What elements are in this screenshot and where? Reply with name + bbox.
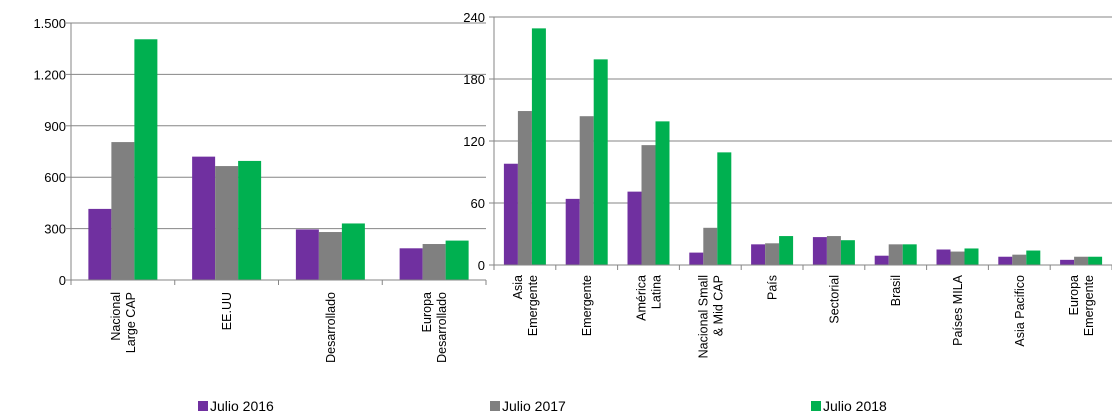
bar-julio-2018-europa-emergente — [1088, 256, 1103, 265]
bar-julio-2017-nacional-large-cap — [111, 142, 135, 280]
bar-julio-2017-asia-pacifico — [1012, 254, 1027, 265]
bar-julio-2016-europa-emergente — [1060, 259, 1075, 265]
legend-swatch-julio-2017 — [490, 401, 500, 411]
y-tick-label: 1.200 — [33, 67, 66, 82]
chart-right: 0 60 120 180 240 AsiaEmergente Emergente Améric… — [463, 10, 1112, 358]
bar-julio-2018-ee-uu — [238, 160, 262, 280]
x-tick-label-nacional-small-mid-cap: Nacional Small& Mid CAP — [696, 275, 725, 358]
x-tick-label-sectorial: Sectorial — [827, 275, 841, 324]
x-tick-label-brasil: Brasil — [889, 275, 903, 306]
bar-julio-2018-sectorial — [840, 240, 855, 265]
y-tick-label: 120 — [463, 134, 485, 149]
bar-julio-2016-desarrollado — [295, 229, 319, 280]
legend-label-julio-2016: Julio 2016 — [210, 398, 274, 414]
bar-julio-2018-asia-pacifico — [1026, 250, 1041, 265]
bar-julio-2016-emergente — [565, 198, 580, 265]
x-tick-label-pais: País — [766, 275, 780, 300]
y-tick-label: 0 — [59, 273, 66, 288]
bar-julio-2016-brasil — [874, 255, 889, 265]
legend-swatch-julio-2016 — [198, 401, 208, 411]
x-tick-label-europa-desarrollado: EuropaDesarrollado — [420, 292, 449, 363]
bar-julio-2018-america-latina — [655, 121, 670, 265]
legend: Julio 2016 Julio 2017 Julio 2018 — [198, 398, 887, 414]
y-tick-label: 0 — [478, 258, 485, 273]
bar-julio-2017-america-latina — [641, 145, 656, 265]
x-tick-label-nacional-large-cap: NacionalLarge CAP — [109, 292, 138, 353]
y-tick-label: 1.500 — [33, 16, 66, 31]
bar-julio-2017-nacional-small-mid-cap — [703, 227, 718, 265]
bar-julio-2017-paises-mila — [950, 251, 965, 265]
y-tick-label: 60 — [471, 196, 485, 211]
bar-julio-2017-ee-uu — [215, 166, 239, 280]
legend-label-julio-2017: Julio 2017 — [502, 398, 566, 414]
y-tick-label: 900 — [44, 119, 66, 134]
bar-julio-2016-europa-desarrollado — [399, 248, 423, 280]
x-tick-label-europa-emergente: EuropaEmergente — [1067, 275, 1096, 336]
bar-julio-2016-ee-uu — [192, 156, 216, 280]
bar-julio-2016-nacional-small-mid-cap — [689, 252, 704, 265]
bar-julio-2017-brasil — [888, 244, 903, 265]
bar-julio-2017-europa-desarrollado — [422, 244, 446, 280]
x-tick-label-asia-pacifico: Asia Pacifico — [1013, 275, 1027, 347]
x-tick-label-emergente: Emergente — [580, 275, 594, 336]
x-tick-label-ee-uu: EE.UU — [220, 292, 234, 330]
bar-julio-2018-desarrollado — [341, 223, 365, 280]
x-tick-label-america-latina: AméricaLatina — [635, 275, 664, 321]
bar-julio-2016-america-latina — [627, 191, 642, 265]
x-tick-label-paises-mila: Países MILA — [951, 274, 965, 346]
bar-julio-2016-sectorial — [812, 237, 827, 265]
bar-julio-2018-asia-emergente — [531, 28, 546, 265]
bar-julio-2018-pais — [779, 236, 794, 265]
bar-julio-2018-emergente — [593, 59, 608, 265]
bar-julio-2016-asia-emergente — [503, 163, 518, 265]
bar-julio-2018-paises-mila — [964, 248, 979, 265]
x-tick-label-asia-emergente: AsiaEmergente — [511, 275, 540, 336]
bar-julio-2016-nacional-large-cap — [88, 208, 112, 280]
bar-julio-2017-sectorial — [826, 236, 841, 265]
y-tick-label: 600 — [44, 170, 66, 185]
y-tick-label: 300 — [44, 222, 66, 237]
bar-julio-2017-desarrollado — [318, 232, 342, 280]
bar-julio-2017-asia-emergente — [517, 111, 532, 266]
bar-julio-2017-pais — [765, 243, 780, 265]
bar-julio-2017-europa-emergente — [1074, 256, 1089, 265]
bar-julio-2017-emergente — [579, 116, 594, 265]
bar-julio-2018-brasil — [902, 244, 917, 265]
bar-julio-2016-pais — [751, 244, 766, 265]
y-tick-label: 180 — [463, 72, 485, 87]
bar-julio-2018-nacional-large-cap — [134, 39, 158, 280]
bar-julio-2018-europa-desarrollado — [445, 240, 469, 280]
bar-julio-2016-paises-mila — [936, 249, 951, 265]
x-tick-label-desarrollado: Desarrollado — [324, 292, 338, 363]
legend-label-julio-2018: Julio 2018 — [823, 398, 887, 414]
y-tick-label: 240 — [463, 10, 485, 25]
bar-julio-2018-nacional-small-mid-cap — [717, 152, 732, 265]
bar-julio-2016-asia-pacifico — [998, 256, 1013, 265]
legend-swatch-julio-2018 — [811, 401, 821, 411]
